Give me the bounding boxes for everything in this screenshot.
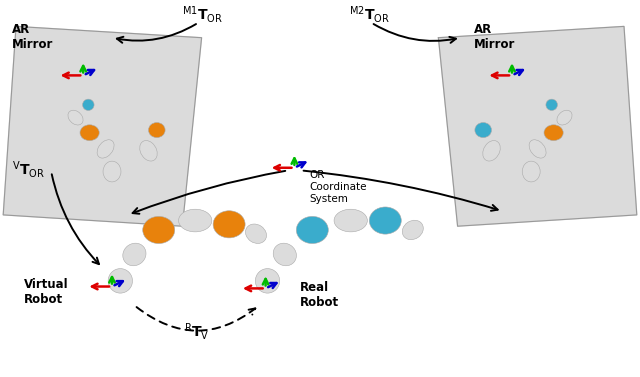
Ellipse shape: [296, 216, 328, 244]
FancyArrowPatch shape: [52, 174, 99, 264]
Text: Real
Robot: Real Robot: [300, 281, 339, 309]
Ellipse shape: [255, 268, 280, 293]
Ellipse shape: [148, 123, 165, 138]
Ellipse shape: [103, 161, 121, 182]
Ellipse shape: [179, 209, 212, 232]
Text: $\mathregular{^{V}}$$\mathbf{T}$$\mathregular{_{OR}}$: $\mathregular{^{V}}$$\mathbf{T}$$\mathre…: [12, 159, 45, 180]
Ellipse shape: [246, 224, 266, 244]
Ellipse shape: [334, 209, 367, 232]
Ellipse shape: [544, 125, 563, 141]
Ellipse shape: [403, 220, 423, 240]
Ellipse shape: [97, 140, 114, 158]
Ellipse shape: [522, 161, 540, 182]
Text: AR
Mirror: AR Mirror: [474, 23, 515, 51]
Text: Virtual
Robot: Virtual Robot: [24, 278, 69, 306]
Ellipse shape: [529, 140, 546, 158]
Ellipse shape: [273, 243, 296, 266]
Ellipse shape: [143, 216, 175, 244]
Ellipse shape: [108, 268, 132, 293]
Text: AR
Mirror: AR Mirror: [12, 23, 53, 51]
Text: $\mathregular{^{M1}}$$\mathbf{T}$$\mathregular{_{OR}}$: $\mathregular{^{M1}}$$\mathbf{T}$$\mathr…: [182, 4, 223, 25]
Text: $\mathregular{^{R}}$$\mathbf{T}$$\mathregular{_{V}}$: $\mathregular{^{R}}$$\mathbf{T}$$\mathre…: [184, 321, 210, 342]
FancyArrowPatch shape: [132, 171, 285, 214]
Polygon shape: [438, 26, 637, 226]
Ellipse shape: [557, 110, 572, 125]
Ellipse shape: [68, 110, 83, 125]
Ellipse shape: [369, 207, 401, 234]
FancyArrowPatch shape: [303, 171, 498, 211]
Ellipse shape: [483, 141, 500, 161]
Ellipse shape: [475, 123, 492, 138]
Ellipse shape: [83, 99, 94, 110]
Ellipse shape: [123, 243, 146, 266]
FancyArrowPatch shape: [136, 307, 255, 331]
Text: $\mathregular{^{M2}}$$\mathbf{T}$$\mathregular{_{OR}}$: $\mathregular{^{M2}}$$\mathbf{T}$$\mathr…: [349, 4, 390, 25]
Ellipse shape: [140, 141, 157, 161]
Polygon shape: [3, 26, 202, 226]
Text: OR
Coordinate
System: OR Coordinate System: [309, 170, 367, 204]
Ellipse shape: [80, 125, 99, 141]
Ellipse shape: [213, 211, 245, 238]
Ellipse shape: [546, 99, 557, 110]
FancyArrowPatch shape: [117, 24, 196, 43]
FancyArrowPatch shape: [374, 24, 456, 43]
